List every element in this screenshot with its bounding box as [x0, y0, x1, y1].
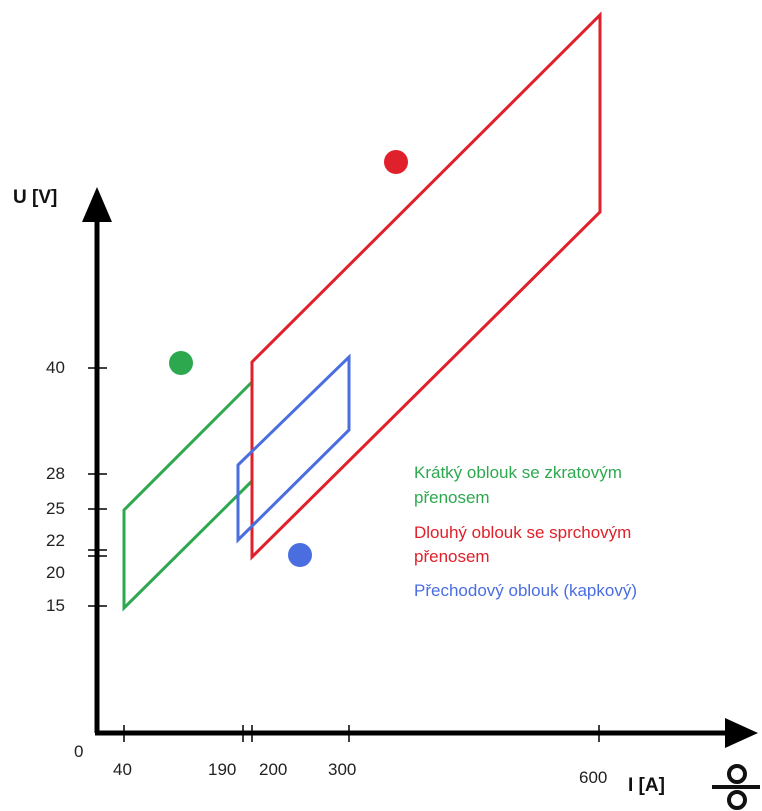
y-tick-label-22: 22: [46, 531, 65, 550]
legend-short-arc-line1: Krátký oblouk se zkratovým: [414, 463, 622, 482]
x-tick-label-40: 40: [113, 760, 132, 779]
spray-arc-marker: [384, 150, 408, 174]
x-axis-title: I [A]: [628, 775, 665, 796]
globular-arc-marker: [288, 543, 312, 567]
short-arc-region: [122, 378, 254, 612]
y-tick-label-25: 25: [46, 499, 65, 518]
y-axis-arrow: [82, 187, 112, 222]
x-tick-label-190: 190: [208, 760, 236, 779]
legend-spray-arc-line2: přenosem: [414, 547, 490, 566]
legend-globular-arc-line1: Přechodový oblouk (kapkový): [414, 581, 637, 600]
legend-spray-arc-line1: Dlouhý oblouk se sprchovým: [414, 523, 631, 542]
origin-label: 0: [74, 742, 83, 761]
globular-arc-region: [236, 353, 351, 544]
y-tick-label-20: 20: [46, 563, 65, 582]
y-axis-title: U [V]: [13, 187, 57, 208]
legend-short-arc-line2: přenosem: [414, 488, 490, 507]
y-tick-label-28: 28: [46, 464, 65, 483]
x-tick-label-300: 300: [328, 760, 356, 779]
y-tick-label-15: 15: [46, 596, 65, 615]
x-tick-label-600: 600: [579, 768, 607, 787]
spray-arc-region: [250, 11, 602, 561]
short-arc-marker: [169, 351, 193, 375]
welding-symbol-icon: [712, 764, 760, 810]
x-tick-label-200: 200: [259, 760, 287, 779]
y-tick-label-40: 40: [46, 358, 65, 377]
x-axis-arrow: [725, 718, 758, 748]
